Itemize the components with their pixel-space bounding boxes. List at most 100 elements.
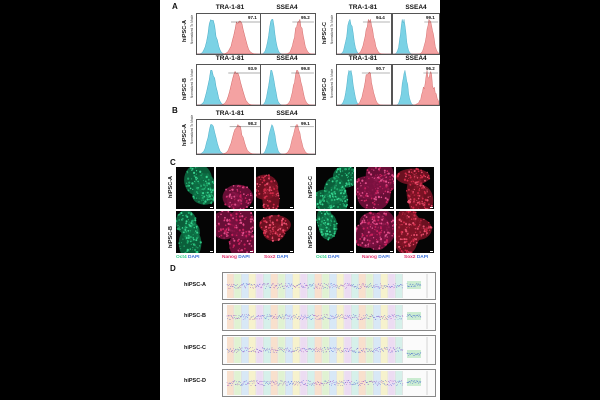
nucleus xyxy=(430,204,433,207)
nucleus xyxy=(227,227,230,230)
probe-point xyxy=(361,382,362,384)
nucleus xyxy=(195,167,197,169)
probe-point xyxy=(227,284,228,286)
nucleus xyxy=(265,203,267,205)
nucleus xyxy=(357,224,359,227)
probe-point xyxy=(316,383,317,385)
probe-point xyxy=(383,315,384,317)
probe-point xyxy=(305,285,306,286)
nucleus xyxy=(266,189,268,191)
nucleus xyxy=(273,180,276,182)
nucleus xyxy=(422,233,425,236)
probe-point xyxy=(418,382,420,384)
chromosome-band xyxy=(263,371,271,395)
chromosome-band xyxy=(315,274,322,298)
probe-point xyxy=(412,353,413,355)
probe-point xyxy=(294,350,296,352)
nucleus xyxy=(205,192,207,194)
nucleus xyxy=(409,242,412,244)
probe-point xyxy=(277,287,278,289)
probe-point xyxy=(267,383,269,384)
probe-point xyxy=(319,384,321,386)
nucleus xyxy=(384,190,387,193)
nucleus xyxy=(220,234,223,237)
nucleus xyxy=(344,195,346,198)
probe-point xyxy=(315,315,317,317)
micrograph-nanog xyxy=(356,211,394,253)
probe-point xyxy=(274,287,275,289)
nucleus xyxy=(194,180,196,182)
probe-point xyxy=(237,350,239,352)
nucleus xyxy=(322,228,324,231)
probe-point xyxy=(376,284,378,286)
nucleus xyxy=(231,188,234,191)
probe-point xyxy=(268,348,270,350)
nucleus xyxy=(258,185,260,188)
probe-point xyxy=(338,287,340,289)
nucleus xyxy=(187,235,190,238)
nucleus xyxy=(398,212,400,214)
chromosome-band xyxy=(344,305,351,329)
probe-point xyxy=(348,380,350,381)
probe-point xyxy=(307,314,309,316)
probe-point xyxy=(338,318,340,319)
probe-point xyxy=(235,384,236,385)
nucleus xyxy=(393,180,394,183)
nucleus xyxy=(410,240,413,243)
probe-point xyxy=(413,381,414,383)
nucleus xyxy=(408,170,410,173)
probe-point xyxy=(320,315,322,316)
probe-point xyxy=(365,284,366,286)
probe-point xyxy=(242,383,244,385)
probe-point xyxy=(257,316,258,317)
nucleus xyxy=(391,225,394,227)
nucleus xyxy=(262,217,265,219)
chromosome-band xyxy=(359,305,366,329)
probe-point xyxy=(409,314,411,315)
probe-point xyxy=(226,348,228,350)
nucleus xyxy=(238,242,241,245)
nucleus xyxy=(396,240,397,243)
probe-point xyxy=(313,283,314,285)
probe-point xyxy=(284,383,286,385)
stain-caption-left: Oct4 DAPI xyxy=(176,255,199,260)
probe-point xyxy=(301,314,302,316)
probe-point xyxy=(335,285,336,287)
probe-point xyxy=(386,384,388,385)
probe-point xyxy=(419,284,421,285)
probe-point xyxy=(307,285,308,287)
nucleus xyxy=(424,206,426,209)
probe-point xyxy=(238,381,239,383)
nucleus xyxy=(223,237,225,239)
nucleus xyxy=(381,247,383,249)
probe-point xyxy=(346,351,347,352)
probe-point xyxy=(250,347,251,349)
probe-point xyxy=(319,349,321,350)
nucleus xyxy=(185,222,187,225)
probe-point xyxy=(280,286,281,288)
nucleus xyxy=(225,228,227,230)
probe-point xyxy=(291,351,293,353)
probe-point xyxy=(232,350,233,351)
karyotype-plot xyxy=(226,274,428,298)
probe-point xyxy=(380,383,381,385)
probe-point xyxy=(236,317,237,319)
probe-point xyxy=(282,285,284,287)
probe-point xyxy=(299,318,300,320)
probe-point xyxy=(230,348,231,350)
probe-point xyxy=(413,286,415,287)
stain-caption-right: Sox2 DAPI xyxy=(404,255,428,260)
chromosome-band xyxy=(278,337,285,363)
probe-point xyxy=(260,350,262,352)
nucleus xyxy=(385,212,387,215)
probe-point xyxy=(367,286,368,287)
nucleus xyxy=(226,234,228,236)
probe-point xyxy=(302,319,303,320)
nucleus xyxy=(274,226,276,228)
probe-point xyxy=(248,283,250,285)
nucleus xyxy=(423,230,426,233)
probe-point xyxy=(391,317,392,319)
nucleus xyxy=(414,211,417,214)
nucleus xyxy=(417,183,419,186)
probe-point xyxy=(390,286,392,288)
